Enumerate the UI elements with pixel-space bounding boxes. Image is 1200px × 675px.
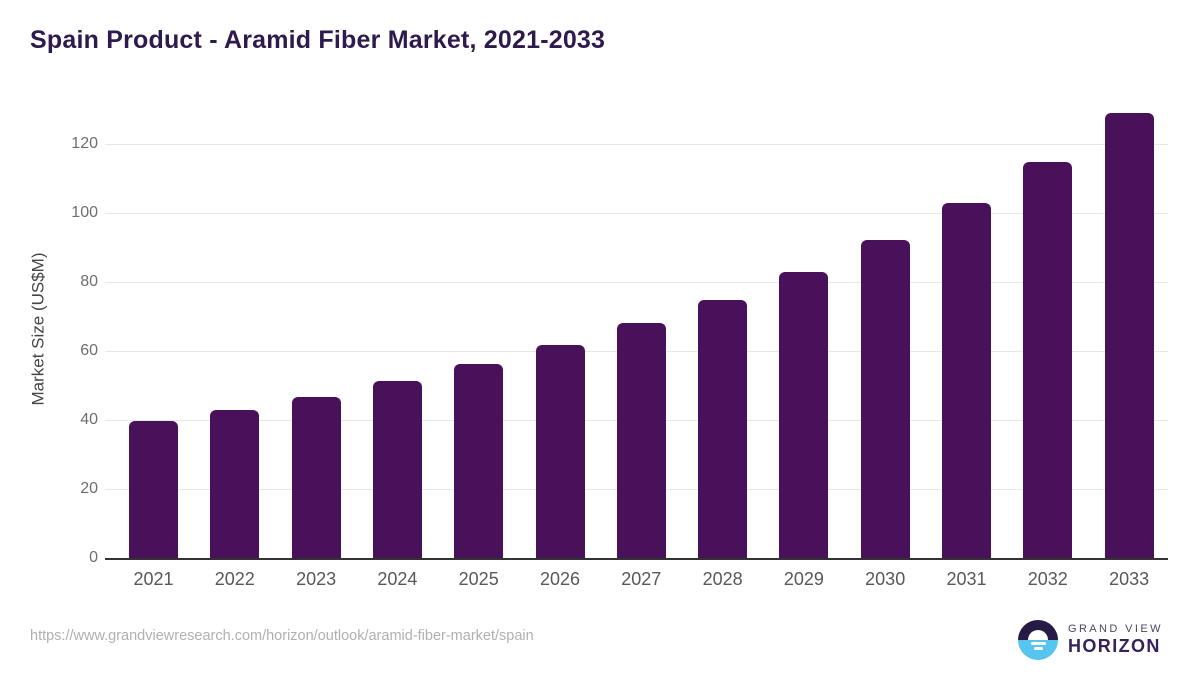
bar-2030 (860, 239, 910, 558)
sun-dome-shape (1028, 630, 1048, 640)
gridline-80 (105, 282, 1168, 283)
x-label-2031: 2031 (946, 569, 987, 589)
bar-2027 (616, 323, 666, 558)
x-label-2023: 2023 (296, 569, 337, 589)
bar-2032 (1023, 161, 1073, 558)
bar-2025 (454, 364, 504, 558)
x-axis-line (105, 558, 1168, 560)
logo-text: GRAND VIEW HORIZON (1068, 623, 1163, 657)
y-tick-100: 100 (71, 204, 98, 221)
x-label-2029: 2029 (783, 569, 824, 589)
chart-title: Spain Product - Aramid Fiber Market, 202… (30, 26, 606, 54)
bar-2023 (291, 396, 341, 558)
logo-grand-view-text: GRAND VIEW (1068, 623, 1163, 635)
source-url: https://www.grandviewresearch.com/horizo… (30, 628, 534, 644)
y-tick-120: 120 (71, 135, 98, 152)
plot-area (105, 100, 1168, 560)
x-label-2026: 2026 (539, 569, 581, 589)
y-axis-tick-labels: 0 20 40 60 80 100 120 (34, 100, 98, 566)
x-label-2021: 2021 (133, 569, 174, 589)
x-label-2024: 2024 (377, 569, 418, 589)
bar-2022 (210, 410, 260, 558)
gridline-100 (105, 213, 1168, 214)
x-label-2028: 2028 (702, 569, 743, 589)
bar-2033 (1104, 112, 1154, 558)
grandview-horizon-logo: GRAND VIEW HORIZON (1018, 620, 1163, 660)
sun-reflection-line-1 (1030, 642, 1046, 645)
gridline-120 (105, 144, 1168, 145)
bar-2028 (698, 300, 748, 558)
y-tick-0: 0 (89, 549, 98, 566)
bar-2029 (779, 272, 829, 558)
y-tick-20: 20 (80, 480, 98, 497)
bar-2024 (372, 381, 422, 558)
x-label-2030: 2030 (865, 569, 906, 589)
y-tick-60: 60 (80, 342, 98, 359)
bar-2026 (535, 345, 585, 558)
bar-2031 (942, 203, 991, 558)
x-axis-labels: 2021 2022 2023 2024 2025 2026 2027 2028 2029 2030… (105, 569, 1168, 593)
x-label-2027: 2027 (621, 569, 662, 589)
horizon-sun-icon (1018, 620, 1058, 660)
x-label-2022: 2022 (214, 569, 255, 589)
x-label-2025: 2025 (458, 569, 499, 589)
y-tick-40: 40 (80, 411, 98, 428)
x-label-2033: 2033 (1109, 569, 1150, 589)
y-tick-80: 80 (80, 273, 98, 290)
bar-2021 (129, 421, 178, 558)
sun-reflection-line-2 (1033, 647, 1043, 650)
logo-horizon-text: HORIZON (1068, 636, 1161, 656)
x-label-2032: 2032 (1027, 569, 1068, 589)
